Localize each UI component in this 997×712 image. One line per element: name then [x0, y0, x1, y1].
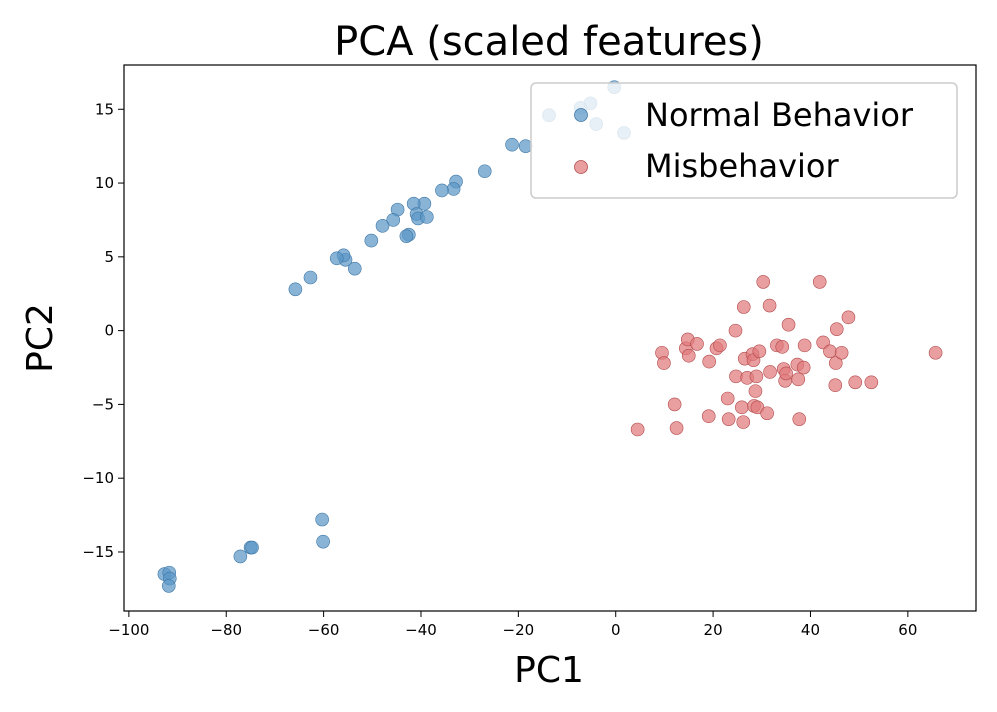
point-misbehavior	[796, 360, 811, 375]
point-normal-behavior	[288, 282, 303, 297]
y-axis-ticks: −15 −10 −5 0 5 10 15	[82, 100, 124, 561]
point-misbehavior	[728, 323, 743, 338]
point-normal-behavior	[364, 233, 379, 248]
point-misbehavior	[775, 340, 790, 354]
point-misbehavior	[797, 338, 812, 353]
point-normal-behavior	[347, 261, 362, 276]
point-misbehavior	[748, 384, 763, 398]
y-tick-label: 10	[95, 174, 114, 192]
point-misbehavior	[713, 338, 727, 353]
x-tick-label: −40	[405, 621, 437, 639]
y-tick-label: 15	[95, 100, 114, 118]
plot-frame	[123, 64, 977, 612]
point-misbehavior	[928, 345, 943, 360]
y-tick-label: −5	[92, 395, 114, 413]
point-misbehavior	[667, 397, 682, 412]
point-normal-behavior	[161, 579, 176, 593]
point-normal-behavior	[386, 213, 401, 227]
point-normal-behavior	[316, 534, 330, 549]
point-misbehavior	[781, 317, 796, 332]
chart-title: PCA (scaled features)	[334, 19, 764, 65]
series-misbehavior	[630, 275, 943, 437]
point-misbehavior	[669, 421, 684, 435]
point-normal-behavior	[303, 270, 318, 285]
point-misbehavior	[736, 415, 751, 429]
y-tick-label: 5	[104, 248, 114, 266]
point-normal-behavior	[477, 164, 492, 179]
point-misbehavior	[779, 366, 793, 381]
point-misbehavior	[702, 354, 717, 369]
point-normal-behavior	[435, 183, 449, 198]
point-normal-behavior	[505, 137, 519, 152]
point-misbehavior	[823, 344, 837, 359]
legend: Normal Behavior Misbehavior	[530, 82, 958, 199]
point-misbehavior	[763, 365, 777, 379]
point-misbehavior	[701, 409, 716, 424]
x-tick-label: −80	[210, 621, 242, 639]
point-normal-behavior	[375, 219, 390, 233]
point-normal-behavior	[518, 139, 533, 153]
point-normal-behavior	[245, 540, 259, 555]
x-tick-label: −20	[503, 621, 535, 639]
point-misbehavior	[834, 345, 849, 360]
legend-marker-normal-behavior	[574, 108, 588, 122]
legend-label-misbehavior: Misbehavior	[645, 147, 839, 185]
point-misbehavior	[828, 356, 843, 370]
point-misbehavior	[864, 375, 879, 390]
point-misbehavior	[752, 344, 767, 359]
x-tick-label: 0	[611, 621, 621, 639]
point-misbehavior	[792, 412, 807, 426]
point-misbehavior	[736, 300, 751, 314]
point-misbehavior	[735, 400, 749, 415]
point-misbehavior	[690, 337, 704, 351]
y-tick-label: −15	[82, 543, 114, 561]
x-tick-label: 60	[898, 621, 917, 639]
point-misbehavior	[760, 406, 774, 421]
y-tick-label: −10	[82, 469, 114, 487]
y-axis-label: PC2	[20, 303, 61, 373]
point-misbehavior	[729, 369, 743, 384]
point-normal-behavior	[233, 549, 248, 564]
x-tick-label: −100	[108, 621, 149, 639]
point-misbehavior	[630, 422, 645, 437]
legend-label-normal-behavior: Normal Behavior	[645, 96, 914, 134]
point-misbehavior	[841, 310, 856, 325]
point-misbehavior	[681, 348, 696, 363]
point-misbehavior	[721, 412, 736, 426]
x-tick-label: 20	[704, 621, 723, 639]
point-normal-behavior	[446, 182, 461, 196]
point-misbehavior	[791, 372, 806, 387]
point-misbehavior	[749, 369, 764, 384]
point-normal-behavior	[420, 210, 434, 224]
point-misbehavior	[657, 356, 671, 370]
point-normal-behavior	[329, 251, 344, 266]
point-misbehavior	[720, 391, 735, 406]
point-normal-behavior	[399, 229, 414, 243]
point-misbehavior	[812, 275, 827, 289]
point-misbehavior	[828, 378, 843, 393]
point-misbehavior	[848, 375, 863, 390]
legend-box	[530, 82, 958, 199]
x-axis-label: PC1	[514, 650, 584, 691]
x-tick-label: 40	[801, 621, 820, 639]
point-normal-behavior	[315, 512, 329, 527]
y-tick-label: 0	[104, 322, 114, 340]
point-misbehavior	[762, 298, 777, 313]
point-misbehavior	[829, 322, 844, 336]
x-tick-label: −60	[308, 621, 340, 639]
legend-marker-misbehavior	[574, 160, 588, 174]
x-axis-ticks: −100 −80 −60 −40 −20 0 20 40 60	[108, 611, 917, 639]
point-misbehavior	[756, 275, 771, 289]
